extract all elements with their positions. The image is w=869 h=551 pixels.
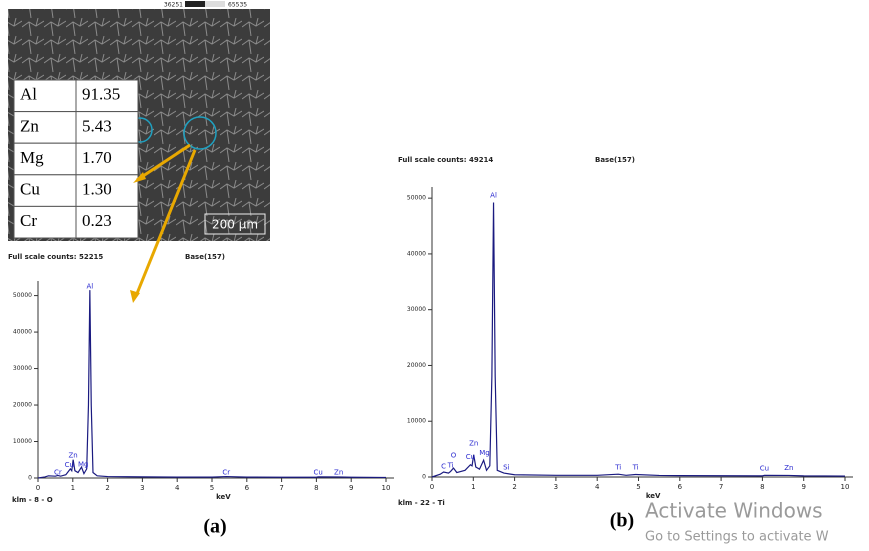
- arrowhead: [133, 172, 146, 183]
- arrow: [134, 149, 197, 297]
- y-tick-label: 40000: [13, 329, 32, 336]
- x-axis-label: keV: [216, 493, 231, 501]
- y-tick-label: 40000: [407, 250, 426, 257]
- table-cell: [13, 205, 77, 239]
- x-tick-label: 4: [595, 483, 600, 491]
- peak-label: Mg: [78, 461, 88, 469]
- peak-label: Al: [86, 282, 93, 290]
- element-name: Cu: [20, 180, 40, 199]
- spectrum-line: [431, 202, 846, 478]
- peak-label: Mg: [479, 449, 489, 457]
- colorbar-min: 36251: [164, 2, 183, 9]
- element-name: Cr: [20, 211, 37, 230]
- arrowhead: [130, 290, 140, 303]
- arrow: [136, 143, 191, 182]
- peak-label: Ti: [632, 464, 639, 472]
- peak-label: Al: [490, 191, 497, 199]
- watermark-title: Activate Windows: [645, 499, 823, 523]
- x-tick-label: 3: [140, 484, 144, 492]
- y-tick-label: 20000: [407, 362, 426, 369]
- peak-label: Cr: [222, 469, 230, 477]
- y-tick-label: 0: [422, 474, 426, 481]
- caption: (b): [610, 510, 634, 532]
- scale-bar-label: 200 µm: [212, 218, 258, 232]
- x-tick-label: 1: [471, 483, 475, 491]
- x-tick-label: 7: [719, 483, 723, 491]
- table-cell: [75, 142, 139, 176]
- chart-subtitle: Base(157): [185, 253, 225, 261]
- peak-label: Cu: [65, 461, 74, 469]
- watermark-text: Go to Settings to activate W: [645, 530, 829, 545]
- x-tick-label: 9: [349, 484, 353, 492]
- caption: (a): [203, 516, 226, 538]
- cursor-label: klm - 8 - O: [12, 496, 53, 504]
- peak-label: Zn: [69, 451, 78, 459]
- peak-label: C: [441, 462, 446, 470]
- table-cell: [13, 79, 77, 113]
- table-cell: [75, 174, 139, 207]
- y-tick-label: 10000: [407, 418, 426, 425]
- peak-label: Cu: [313, 469, 322, 477]
- x-tick-label: 6: [245, 484, 250, 492]
- colorbar: [205, 1, 225, 7]
- element-name: Mg: [20, 148, 44, 167]
- x-axis-label: keV: [646, 492, 661, 500]
- x-tick-label: 8: [760, 483, 764, 491]
- x-tick-label: 3: [554, 483, 558, 491]
- peak-label: Ti: [447, 461, 454, 469]
- x-tick-label: 10: [841, 483, 850, 491]
- peak-label: Ti: [614, 464, 621, 472]
- y-tick-label: 50000: [407, 195, 426, 202]
- x-tick-label: 1: [71, 484, 75, 492]
- table-cell: [13, 174, 77, 207]
- peak-label: Cr: [54, 469, 62, 477]
- x-tick-label: 0: [430, 483, 434, 491]
- x-tick-label: 2: [105, 484, 109, 492]
- element-value: 1.30: [82, 180, 112, 199]
- element-name: Zn: [20, 116, 39, 135]
- peak-label: Cu: [466, 453, 475, 461]
- x-tick-label: 6: [678, 483, 683, 491]
- spectra: Full scale counts: 52215 Base(157)0100002…: [8, 156, 853, 507]
- x-tick-label: 4: [175, 484, 180, 492]
- scale-bar-box: [204, 213, 266, 235]
- spot-circle: [183, 116, 217, 150]
- element-value: 91.35: [82, 85, 120, 104]
- peak-label: Si: [503, 464, 509, 472]
- composition-table: Al 91.35 Zn 5.43 Mg 1.70 Cu 1.30 Cr 0.23: [13, 79, 139, 239]
- peak-label: O: [451, 451, 457, 459]
- table-cell: [75, 79, 139, 113]
- x-tick-label: 8: [314, 484, 318, 492]
- table-cell: [75, 205, 139, 239]
- peak-label: Zn: [334, 469, 343, 477]
- chart-title: Full scale counts: 49214: [398, 156, 493, 164]
- x-tick-label: 0: [36, 484, 40, 492]
- peak-label: Zn: [469, 440, 478, 448]
- x-tick-label: 7: [279, 484, 283, 492]
- y-tick-label: 0: [28, 475, 32, 482]
- peak-label: Cu: [760, 465, 769, 473]
- element-name: Al: [20, 85, 37, 104]
- element-value: 0.23: [82, 211, 112, 230]
- y-tick-label: 50000: [13, 292, 32, 299]
- y-tick-label: 30000: [407, 306, 426, 313]
- x-tick-label: 5: [210, 484, 214, 492]
- y-tick-label: 30000: [13, 365, 32, 372]
- peak-label: Zn: [784, 464, 793, 472]
- x-tick-label: 9: [801, 483, 805, 491]
- x-tick-label: 5: [636, 483, 640, 491]
- x-tick-label: 2: [512, 483, 516, 491]
- y-tick-label: 20000: [13, 402, 32, 409]
- spectrum-line: [37, 290, 387, 479]
- chart-title: Full scale counts: 52215: [8, 253, 103, 261]
- colorbar-max: 65535: [228, 2, 247, 9]
- y-tick-label: 10000: [13, 438, 32, 445]
- cursor-label: klm - 22 - Ti: [398, 499, 445, 507]
- chart-subtitle: Base(157): [595, 156, 635, 164]
- x-tick-label: 10: [382, 484, 391, 492]
- element-value: 5.43: [82, 116, 112, 135]
- element-value: 1.70: [82, 148, 112, 167]
